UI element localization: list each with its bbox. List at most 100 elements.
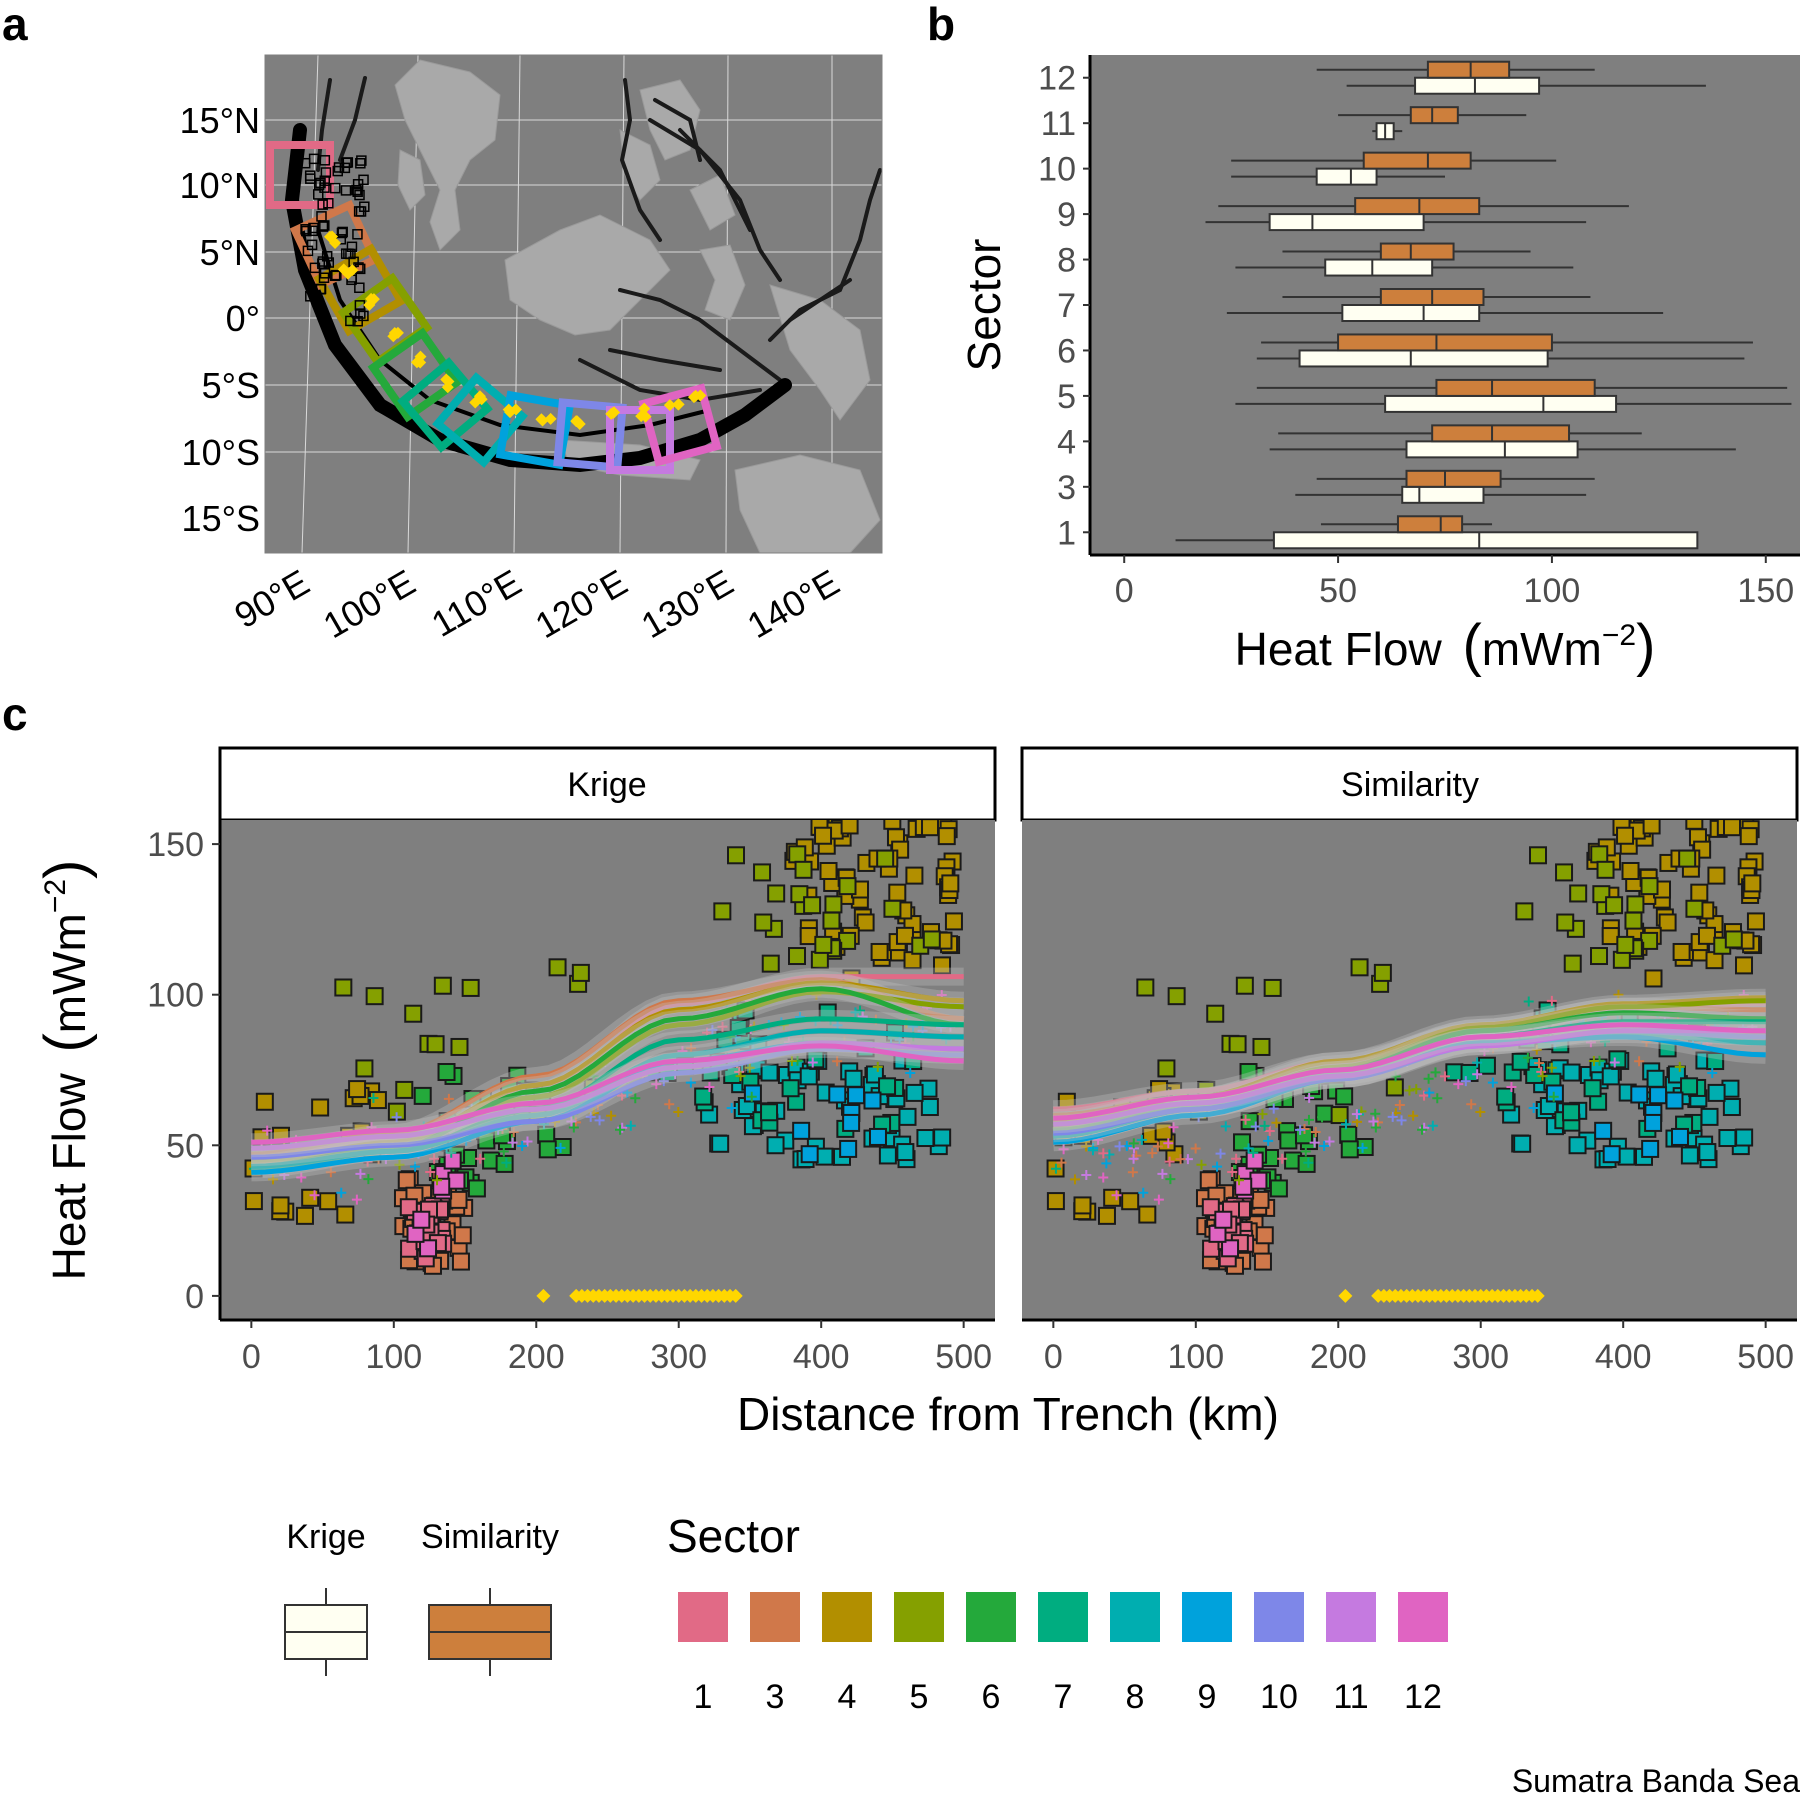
map-highlight-point xyxy=(323,230,336,243)
scatter-x-tick-label: 500 xyxy=(935,1338,992,1376)
box-krige-sector-8 xyxy=(1235,258,1574,277)
scatter-x-tick-label: 500 xyxy=(1737,1338,1794,1376)
legend-box-label-krige: Krige xyxy=(286,1518,365,1556)
box-krige-sector-6 xyxy=(1256,349,1745,368)
highlight-point xyxy=(536,1288,551,1303)
scatter-point-sector-4 xyxy=(255,1092,274,1111)
scatter-cross-sector-10 xyxy=(1295,1124,1306,1135)
scatter-cross-sector-1 xyxy=(1419,1090,1430,1101)
smooth-line-sector-11 xyxy=(1053,1028,1766,1127)
legend-sector-label-8: 8 xyxy=(1126,1678,1145,1716)
scatter-point-sector-5 xyxy=(788,947,807,966)
scatter-cross-sector-8 xyxy=(625,1120,636,1131)
scatter-cross-sector-3 xyxy=(1310,1126,1321,1137)
boxplot-x-title-text: Heat Flow xyxy=(1235,623,1443,675)
map-highlight-point xyxy=(608,406,621,419)
scatter-point-sector-6 xyxy=(467,1179,486,1198)
scatter-point-sector-4 xyxy=(368,1091,387,1110)
scatter-point-sector-3 xyxy=(453,1226,472,1245)
map-site-marker xyxy=(304,170,316,181)
scatter-cross-sector-9 xyxy=(685,1077,696,1088)
boxplot-y-tick-label: 11 xyxy=(1041,105,1076,143)
scatter-cross-sector-10 xyxy=(1460,1076,1471,1087)
facet-strip-similarity xyxy=(1020,746,1799,822)
scatter-point-sector-8 xyxy=(878,1146,897,1165)
map-latitude-label: 10°N xyxy=(180,165,260,206)
scatter-point-sector-8 xyxy=(1680,1146,1699,1165)
boxplot-x-tick-label: 150 xyxy=(1737,572,1794,610)
legend-sector-key-9 xyxy=(1182,1592,1232,1642)
scatter-point-sector-4 xyxy=(1735,956,1754,975)
scatter-y-tick-label: 0 xyxy=(185,1278,204,1316)
map-latitude-label: 5°S xyxy=(202,365,260,406)
scatter-y-tick-label: 150 xyxy=(147,826,204,864)
scatter-point-sector-5 xyxy=(1596,860,1615,879)
scatter-point-sector-12 xyxy=(1214,1210,1233,1229)
scatter-panel: Krige Similarity 0 100 200 300 400 500 0 50 100 1… xyxy=(33,746,1799,1440)
scatter-point-sector-6 xyxy=(1315,1104,1334,1123)
scatter-cross-sector-6 xyxy=(1423,1073,1434,1084)
map-latitude-label: 5°N xyxy=(200,232,260,273)
scatter-point-sector-8 xyxy=(711,1134,730,1153)
scatter-point-sector-4 xyxy=(271,1196,290,1215)
scatter-cross-sector-11 xyxy=(1609,1057,1620,1068)
scatter-cross-sector-1 xyxy=(1227,1166,1238,1177)
scatter-point-sector-4 xyxy=(336,1205,355,1224)
legend-sector-label-12: 12 xyxy=(1404,1678,1442,1716)
scatter-point-sector-1 xyxy=(1202,1239,1221,1258)
scatter-x-tick-label: 100 xyxy=(365,1338,422,1376)
scatter-cross-sector-4 xyxy=(1271,1117,1282,1128)
scatter-point-sector-4 xyxy=(301,1188,320,1207)
scatter-point-sector-9 xyxy=(868,1127,887,1146)
scatter-x-tick-label: 400 xyxy=(1595,1338,1652,1376)
map-sector-box-10 xyxy=(553,398,627,472)
scatter-point-sector-12 xyxy=(1245,1151,1264,1170)
scatter-cross-sector-3 xyxy=(325,1167,336,1178)
scatter-point-sector-5 xyxy=(450,1037,469,1056)
map-highlight-point xyxy=(639,410,652,423)
scatter-cross-sector-12 xyxy=(262,1125,273,1136)
scatter-point-sector-4 xyxy=(1743,874,1762,893)
box-krige-sector-11 xyxy=(1372,122,1403,141)
scatter-cross-sector-9 xyxy=(1707,1068,1718,1079)
map-panel: 15°N10°N5°N0°5°S10°S15°S 90°E 100°E 110°E 1… xyxy=(180,54,883,646)
map-graticule-lon xyxy=(301,55,319,553)
scatter-cross-sector-10 xyxy=(1387,1111,1398,1122)
scatter-cross-sector-3 xyxy=(1634,1056,1645,1067)
scatter-cross-sector-11 xyxy=(1351,1109,1362,1120)
scatter-point-sector-3 xyxy=(451,1252,470,1271)
scatter-cross-sector-10 xyxy=(1215,1148,1226,1159)
legend-sector-key-5 xyxy=(894,1592,944,1642)
scatter-point-sector-8 xyxy=(799,1067,818,1086)
scatter-point-sector-8 xyxy=(1707,1083,1726,1102)
scatter-cross-sector-5 xyxy=(735,1071,746,1082)
scatter-cross-sector-8 xyxy=(1220,1121,1231,1132)
scatter-point-sector-5 xyxy=(1330,1106,1349,1125)
map-site-marker xyxy=(307,225,318,237)
scatter-cross-sector-4 xyxy=(1070,1174,1081,1185)
scatter-point-sector-9 xyxy=(792,1121,811,1140)
scatter-cross-sector-4 xyxy=(1081,1141,1092,1152)
scatter-point-sector-9 xyxy=(839,1139,858,1158)
smooth-line-sector-12 xyxy=(251,1043,964,1145)
scatter-cross-sector-1 xyxy=(1240,1114,1251,1125)
scatter-cross-sector-9 xyxy=(726,1102,737,1113)
scatter-point-sector-8 xyxy=(1617,1147,1636,1166)
scatter-cross-sector-3 xyxy=(1056,1157,1067,1168)
scatter-cross-sector-7 xyxy=(855,1005,866,1016)
scatter-point-sector-9 xyxy=(863,1091,882,1110)
scatter-point-sector-9 xyxy=(743,1084,762,1103)
scatter-cross-sector-4 xyxy=(268,1174,279,1185)
scatter-cross-sector-5 xyxy=(1196,1159,1207,1170)
scatter-point-sector-5 xyxy=(365,987,384,1006)
scatter-cross-sector-12 xyxy=(1506,1081,1517,1092)
scatter-cross-sector-10 xyxy=(707,1024,718,1035)
scatter-cross-sector-8 xyxy=(1243,1143,1254,1154)
legend-sector-label-9: 9 xyxy=(1198,1678,1217,1716)
scatter-point-sector-5 xyxy=(767,884,786,903)
scatter-cross-sector-8 xyxy=(1136,1134,1147,1145)
scatter-cross-sector-5 xyxy=(1257,1109,1268,1120)
legend-sector-label-10: 10 xyxy=(1260,1678,1298,1716)
scatter-cross-sector-9 xyxy=(1263,1135,1274,1146)
scatter-point-sector-8 xyxy=(1562,1063,1581,1082)
